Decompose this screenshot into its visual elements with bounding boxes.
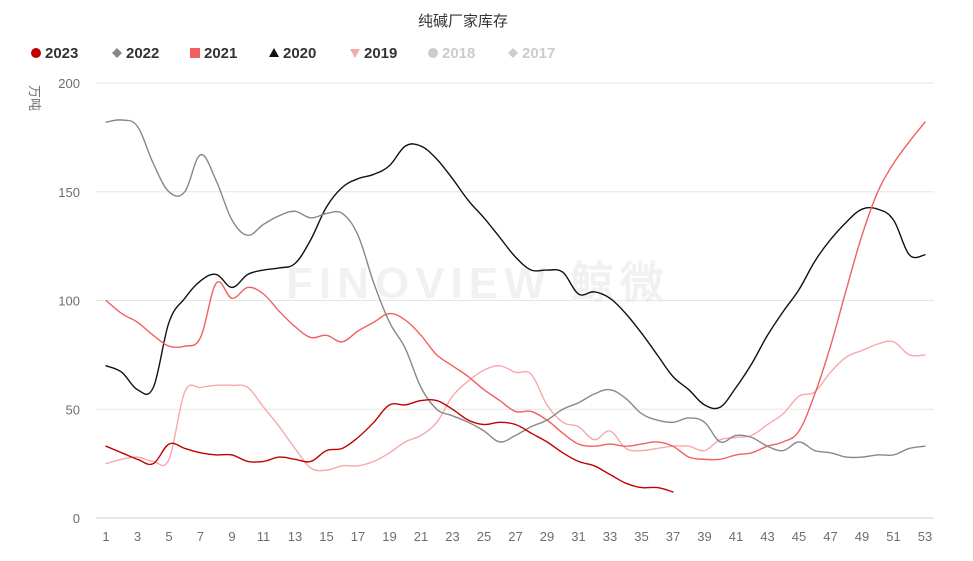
legend-item-2021[interactable]: 2021 [190, 45, 237, 62]
gridlines [96, 82, 934, 519]
x-tick-label: 19 [382, 529, 396, 544]
legend-label: 2017 [522, 45, 555, 62]
legend-item-2022[interactable]: 2022 [112, 45, 159, 62]
series-line-2019[interactable] [105, 340, 926, 472]
x-tick-label: 7 [197, 529, 204, 544]
x-tick-label: 43 [760, 529, 774, 544]
x-tick-label: 47 [823, 529, 837, 544]
x-tick-label: 15 [319, 529, 333, 544]
series-line-2021[interactable] [105, 121, 926, 461]
legend-label: 2018 [442, 45, 475, 62]
legend-label: 2019 [364, 45, 397, 62]
legend-marker-square-icon [190, 48, 200, 58]
legend: 2023 2022 2021 2020 2019 2018 2017 [31, 45, 555, 62]
x-tick-label: 3 [134, 529, 141, 544]
y-tick-label: 0 [73, 511, 80, 526]
x-tick-label: 41 [729, 529, 743, 544]
legend-label: 2023 [45, 45, 78, 62]
x-tick-label: 37 [666, 529, 680, 544]
x-tick-label: 11 [257, 529, 271, 544]
x-axis-ticks: 1 3 5 7 9 11 13 15 17 19 21 23 25 27 29 31 33 35 37 39 41 43 4… [102, 529, 932, 544]
x-tick-label: 27 [508, 529, 522, 544]
chart-title: 纯碱厂家库存 [418, 13, 508, 30]
legend-item-2017[interactable]: 2017 [508, 45, 555, 62]
legend-item-2023[interactable]: 2023 [31, 45, 78, 62]
x-tick-label: 53 [918, 529, 932, 544]
x-tick-label: 35 [634, 529, 648, 544]
watermark-text: FINOVIEW 鲸微 [286, 259, 670, 308]
legend-item-2018[interactable]: 2018 [428, 45, 475, 62]
x-tick-label: 17 [351, 529, 365, 544]
series-line-2022[interactable] [105, 119, 926, 459]
x-tick-label: 21 [414, 529, 428, 544]
y-tick-label: 50 [66, 402, 80, 417]
y-axis-ticks: 0 50 100 150 200 [58, 76, 80, 526]
legend-item-2020[interactable]: 2020 [269, 45, 316, 62]
x-tick-label: 51 [886, 529, 900, 544]
legend-marker-diamond-icon [508, 48, 518, 58]
legend-item-2019[interactable]: 2019 [350, 45, 397, 62]
x-tick-label: 39 [697, 529, 711, 544]
x-tick-label: 31 [571, 529, 585, 544]
legend-label: 2020 [283, 45, 316, 62]
legend-label: 2021 [204, 45, 237, 62]
series-line-2023[interactable] [105, 398, 674, 493]
x-tick-label: 29 [540, 529, 554, 544]
x-tick-label: 1 [102, 529, 109, 544]
x-tick-label: 9 [228, 529, 235, 544]
legend-marker-circle-icon [428, 48, 438, 58]
legend-marker-circle-icon [31, 48, 41, 58]
legend-marker-diamond-icon [112, 48, 122, 58]
legend-marker-triangle-down-icon [350, 49, 360, 58]
y-tick-label: 150 [58, 185, 80, 200]
legend-marker-triangle-icon [269, 48, 279, 57]
y-tick-label: 200 [58, 76, 80, 91]
x-tick-label: 13 [288, 529, 302, 544]
x-tick-label: 25 [477, 529, 491, 544]
series-group [105, 119, 926, 493]
x-tick-label: 23 [445, 529, 459, 544]
series-line-2020[interactable] [105, 143, 926, 410]
x-tick-label: 45 [792, 529, 806, 544]
x-tick-label: 49 [855, 529, 869, 544]
x-tick-label: 5 [165, 529, 172, 544]
y-axis-label: 万吨 [27, 85, 42, 111]
legend-label: 2022 [126, 45, 159, 62]
x-tick-label: 33 [603, 529, 617, 544]
y-tick-label: 100 [58, 294, 80, 309]
